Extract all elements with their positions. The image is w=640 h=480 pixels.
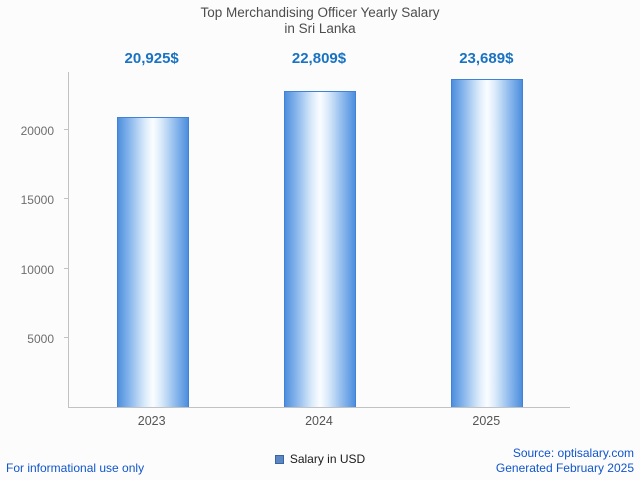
bar-slot-2023	[69, 72, 236, 407]
y-tick-label: 15000	[20, 193, 54, 207]
chart-title-line1: Top Merchandising Officer Yearly Salary	[200, 5, 440, 20]
source-link[interactable]: Source: optisalary.com	[512, 446, 634, 460]
x-tick-label-2025: 2025	[472, 414, 501, 428]
value-label-2024: 22,809$	[291, 50, 347, 67]
legend-label: Salary in USD	[289, 452, 366, 466]
y-tick-mark	[64, 268, 69, 269]
bar-slot-2025	[403, 72, 570, 407]
generated-text: Generated February 2025	[495, 461, 634, 475]
chart-title-line2: in Sri Lanka	[284, 21, 356, 36]
y-tick-label: 20000	[20, 124, 54, 138]
y-tick-mark	[64, 129, 69, 130]
bar-2024[interactable]	[283, 91, 356, 407]
source-block: Source: optisalary.com Generated Februar…	[496, 446, 634, 476]
bar-slot-2024	[236, 72, 403, 407]
y-axis: 5000 10000 15000 20000	[0, 72, 62, 408]
value-labels-row: 20,925$ 22,809$ 23,689$	[68, 50, 570, 72]
disclaimer-text: For informational use only	[6, 461, 145, 475]
x-axis: 2023 2024 2025	[68, 414, 570, 428]
y-tick-mark	[64, 198, 69, 199]
y-tick-label: 5000	[27, 332, 54, 346]
legend-swatch-icon	[274, 454, 284, 464]
y-tick-mark	[64, 337, 69, 338]
x-tick-label-2024: 2024	[305, 414, 333, 428]
legend[interactable]: Salary in USD	[0, 452, 640, 466]
value-label-2023: 20,925$	[124, 50, 179, 67]
x-tick-label-2023: 2023	[137, 414, 166, 428]
y-tick-label: 10000	[20, 263, 54, 277]
bar-2023[interactable]	[116, 117, 189, 407]
value-label-2025: 23,689$	[459, 50, 514, 67]
bar-2025[interactable]	[450, 79, 523, 407]
chart-title: Top Merchandising Officer Yearly Salary …	[0, 5, 640, 37]
plot-area	[64, 72, 570, 408]
